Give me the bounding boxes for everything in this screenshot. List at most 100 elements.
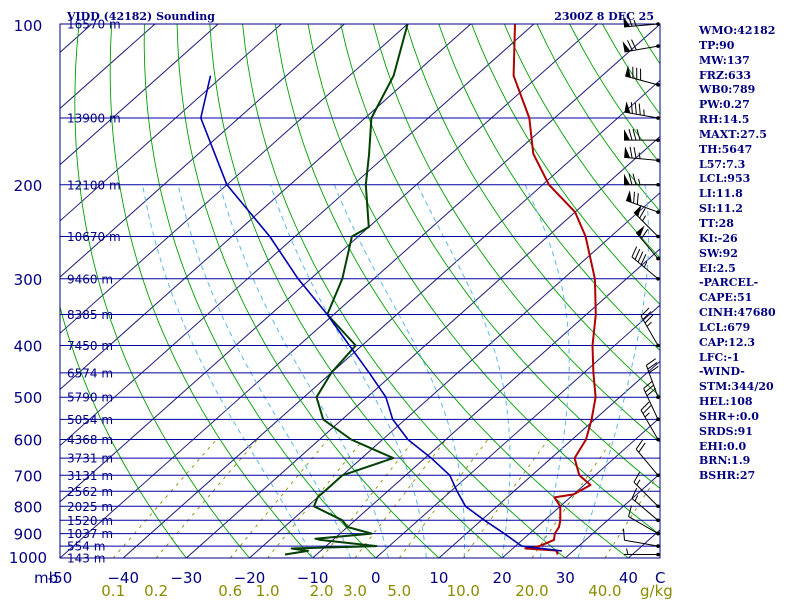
isotherm-line (60, 24, 472, 391)
height-label: 9460 m (67, 272, 113, 286)
stability-indices-panel: WMO:42182 TP:90 MW:137 FRZ:633 WB0:789 PW:0.2… (699, 24, 776, 484)
index-item: CINH:47680 (699, 306, 776, 320)
index-item: EI:2.5 (699, 261, 736, 275)
height-label: 3731 m (67, 452, 113, 466)
temperature-tick-label: 40 (619, 569, 638, 587)
wind-barb (624, 548, 660, 557)
background-lines (60, 24, 660, 558)
wind-barb (640, 307, 660, 348)
index-item: LI:11.8 (699, 187, 743, 201)
pressure-tick-label: 900 (14, 526, 43, 544)
pressure-tick-label: 500 (14, 389, 43, 407)
wind-barb (625, 65, 660, 87)
mixing-ratio-tick-label: 20.0 (515, 582, 548, 600)
height-label: 5054 m (67, 413, 113, 427)
isotherm-line (501, 416, 660, 558)
mixing-ratio-tick-label: 5.0 (387, 582, 411, 600)
index-item: MAXT:27.5 (699, 127, 767, 141)
pressure-tick-label: 1000 (9, 549, 47, 567)
dewpoint-profile-line (284, 24, 409, 556)
wind-barbs (622, 15, 660, 557)
pressure-tick-label: 100 (14, 17, 43, 35)
temperature-tick-label: −20 (234, 569, 266, 587)
height-label: 554 m (67, 540, 105, 554)
mixing-ratio-tick-label: 40.0 (588, 582, 621, 600)
wind-barb (624, 101, 660, 120)
wind-barb (624, 146, 660, 163)
height-label: 2562 m (67, 485, 113, 499)
index-item: LCL:679 (699, 320, 751, 334)
isotherm-line (60, 24, 535, 447)
index-item: BRN:1.9 (699, 454, 751, 468)
pressure-unit-label: mb (34, 569, 58, 587)
wind-barb (643, 380, 660, 422)
wind-barb (640, 401, 660, 442)
index-item: WB0:789 (699, 83, 756, 97)
height-label: 8385 m (67, 308, 113, 322)
index-item: -PARCEL- (699, 276, 759, 290)
wind-barb (633, 204, 660, 239)
temperature-tick-label: 10 (429, 569, 448, 587)
height-label: 10670 m (67, 230, 121, 244)
wind-barb (645, 358, 660, 400)
mixing-ratio-line (229, 439, 329, 558)
mixing-ratio-tick-label: 2.0 (310, 582, 334, 600)
mixing-ratio-tick-label: 10.0 (447, 582, 480, 600)
isotherm-line (438, 360, 660, 558)
mixing-ratio-tick-labels: 0.1 0.2 0.6 1.0 2.0 3.0 5.0 10.0 20.0 40.0 (101, 582, 621, 600)
index-item: RH:14.5 (699, 113, 750, 127)
dry-adiabat-line (143, 24, 377, 558)
isotherm-line (60, 24, 598, 503)
height-label: 4368 m (67, 433, 113, 447)
height-label: 5790 m (67, 391, 113, 405)
index-item: PW:0.27 (699, 98, 750, 112)
isotherm-line (312, 248, 660, 558)
index-item: TH:5647 (699, 142, 753, 156)
height-label: 16570 m (67, 18, 121, 32)
height-label: 1520 m (67, 514, 113, 528)
wind-barb (631, 487, 660, 523)
index-item: WMO:42182 (699, 24, 776, 37)
height-label: 13900 m (67, 112, 121, 126)
index-item: SI:11.2 (699, 202, 743, 216)
wind-barb (625, 190, 660, 214)
temperature-tick-label: 0 (371, 569, 381, 587)
temperature-tick-label: −10 (297, 569, 329, 587)
pressure-tick-label: 600 (14, 432, 43, 450)
pressure-tick-label: 700 (14, 467, 43, 485)
mixing-ratio-line (531, 439, 614, 558)
wind-barb (623, 15, 660, 28)
mixing-ratio-line (604, 471, 660, 558)
index-item: LFC:-1 (699, 350, 740, 364)
wind-barb (624, 173, 660, 187)
isotherm-line (122, 79, 660, 558)
index-item: -WIND- (699, 365, 745, 379)
pressure-tick-label: 200 (14, 177, 43, 195)
temperature-tick-label: −40 (107, 569, 139, 587)
height-label: 3131 m (67, 469, 113, 483)
height-label: 12100 m (67, 178, 121, 192)
isotherm-line (60, 24, 219, 166)
time-label: 2300Z 8 DEC 25 (554, 10, 654, 23)
temperature-tick-labels: -50 −40 −30 −20 −10 0 10 20 30 40 (48, 569, 638, 587)
wind-barb (635, 225, 660, 261)
wind-barb (633, 472, 660, 509)
temperature-unit-label: C (655, 569, 665, 587)
isotherm-line (60, 24, 345, 278)
moist-adiabat-line (270, 184, 427, 558)
mixing-ratio-tick-label: 0.2 (144, 582, 168, 600)
temperature-tick-label: 20 (493, 569, 512, 587)
index-item: TT:28 (699, 216, 734, 230)
isotherm-line (60, 24, 282, 222)
isotherm-line (60, 24, 660, 558)
index-item: STM:344/20 (699, 380, 774, 394)
index-item: MW:137 (699, 53, 750, 67)
wind-barb (631, 246, 660, 281)
height-label: 2025 m (67, 500, 113, 514)
height-label: 143 m (67, 552, 105, 566)
mixing-ratio-line (112, 439, 217, 558)
height-label: 7450 m (67, 339, 113, 353)
isotherm-line (249, 192, 660, 558)
mixing-ratio-line (354, 439, 447, 558)
isotherm-line (185, 135, 660, 558)
